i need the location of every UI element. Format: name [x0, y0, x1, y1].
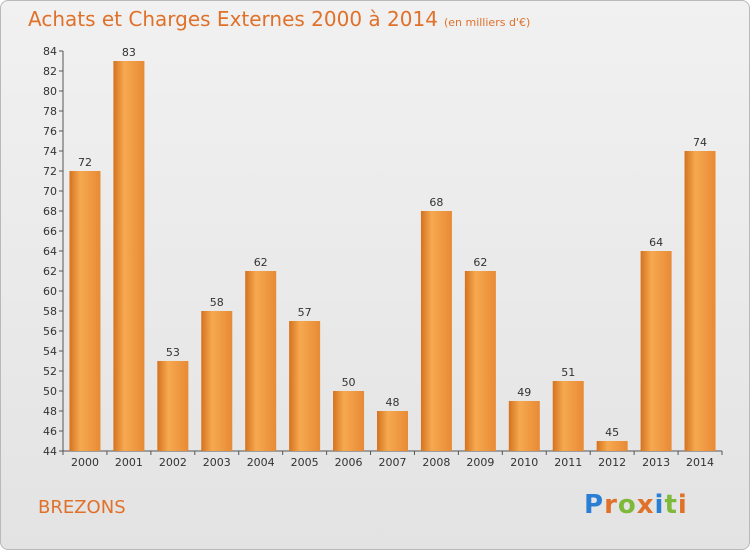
x-tick-label: 2012 — [598, 456, 626, 469]
x-tick-label: 2005 — [291, 456, 319, 469]
bar-value-label: 62 — [254, 256, 268, 269]
y-tick-label: 70 — [43, 185, 57, 198]
logo-letter: o — [617, 490, 637, 520]
bar — [201, 311, 233, 451]
x-tick-label: 2001 — [115, 456, 143, 469]
y-tick-label: 68 — [43, 205, 57, 218]
bar-value-label: 68 — [429, 196, 443, 209]
bar — [596, 441, 628, 451]
x-tick-label: 2011 — [554, 456, 582, 469]
x-tick-label: 2004 — [247, 456, 275, 469]
bar — [333, 391, 365, 451]
x-tick-label: 2010 — [510, 456, 538, 469]
x-tick-label: 2006 — [335, 456, 363, 469]
bar — [552, 381, 584, 451]
proxiti-logo: Proxiti — [584, 490, 688, 520]
y-tick-label: 60 — [43, 285, 57, 298]
y-tick-label: 54 — [43, 345, 57, 358]
logo-letter: x — [636, 490, 655, 520]
x-tick-label: 2002 — [159, 456, 187, 469]
bar-value-label: 50 — [342, 376, 356, 389]
y-tick-label: 50 — [43, 385, 57, 398]
x-tick-label: 2013 — [642, 456, 670, 469]
bar — [69, 171, 101, 451]
bar-value-label: 62 — [473, 256, 487, 269]
bar — [245, 271, 277, 451]
bar-value-label: 51 — [561, 366, 575, 379]
logo-letter: i — [677, 490, 688, 520]
y-tick-label: 56 — [43, 325, 57, 338]
y-tick-label: 66 — [43, 225, 57, 238]
y-tick-label: 78 — [43, 105, 57, 118]
bar-value-label: 58 — [210, 296, 224, 309]
y-tick-label: 64 — [43, 245, 57, 258]
chart-unit: (en milliers d'€) — [443, 16, 531, 29]
x-tick-label: 2014 — [686, 456, 714, 469]
logo-letter: t — [664, 490, 678, 520]
x-tick-label: 2007 — [379, 456, 407, 469]
bar-value-label: 57 — [298, 306, 312, 319]
y-tick-label: 84 — [43, 45, 57, 58]
y-tick-label: 76 — [43, 125, 57, 138]
y-tick-label: 80 — [43, 85, 57, 98]
bar-value-label: 48 — [386, 396, 400, 409]
chart-labels: 72 83 53 58 62 57 50 48 68 62 49 51 45 64 74 — [78, 46, 707, 439]
chart-axes: 44 46 48 50 52 54 56 58 60 62 64 66 68 70 72 74 76 78 80 82… — [43, 45, 723, 469]
bar — [113, 61, 145, 451]
x-tick-label: 2008 — [422, 456, 450, 469]
bar-value-label: 45 — [605, 426, 619, 439]
bar-value-label: 83 — [122, 46, 136, 59]
y-tick-label: 48 — [43, 405, 57, 418]
logo-letter: P — [584, 490, 605, 520]
x-tick-label: 2009 — [466, 456, 494, 469]
chart-bars — [69, 61, 716, 451]
y-tick-label: 46 — [43, 425, 57, 438]
y-tick-label: 44 — [43, 445, 57, 458]
chart-title: Achats et Charges Externes 2000 à 2014 (e… — [28, 7, 530, 31]
bar-value-label: 49 — [517, 386, 531, 399]
x-tick-label: 2003 — [203, 456, 231, 469]
logo-letter: i — [654, 490, 665, 520]
bar-value-label: 53 — [166, 346, 180, 359]
bar-value-label: 72 — [78, 156, 92, 169]
y-tick-label: 74 — [43, 145, 57, 158]
y-tick-label: 82 — [43, 65, 57, 78]
bar — [157, 361, 189, 451]
bar — [684, 151, 716, 451]
y-tick-label: 62 — [43, 265, 57, 278]
bar — [289, 321, 321, 451]
logo-letter: r — [604, 490, 618, 520]
chart-title-text: Achats et Charges Externes 2000 à 2014 — [28, 7, 438, 31]
y-tick-label: 52 — [43, 365, 57, 378]
x-tick-label: 2000 — [71, 456, 99, 469]
bar — [640, 251, 672, 451]
bar — [464, 271, 496, 451]
y-tick-label: 72 — [43, 165, 57, 178]
bar — [420, 211, 452, 451]
bar-value-label: 74 — [693, 136, 707, 149]
bar — [377, 411, 408, 451]
bar-value-label: 64 — [649, 236, 663, 249]
town-name: BREZONS — [38, 497, 126, 518]
bar — [508, 401, 540, 451]
y-tick-label: 58 — [43, 305, 57, 318]
